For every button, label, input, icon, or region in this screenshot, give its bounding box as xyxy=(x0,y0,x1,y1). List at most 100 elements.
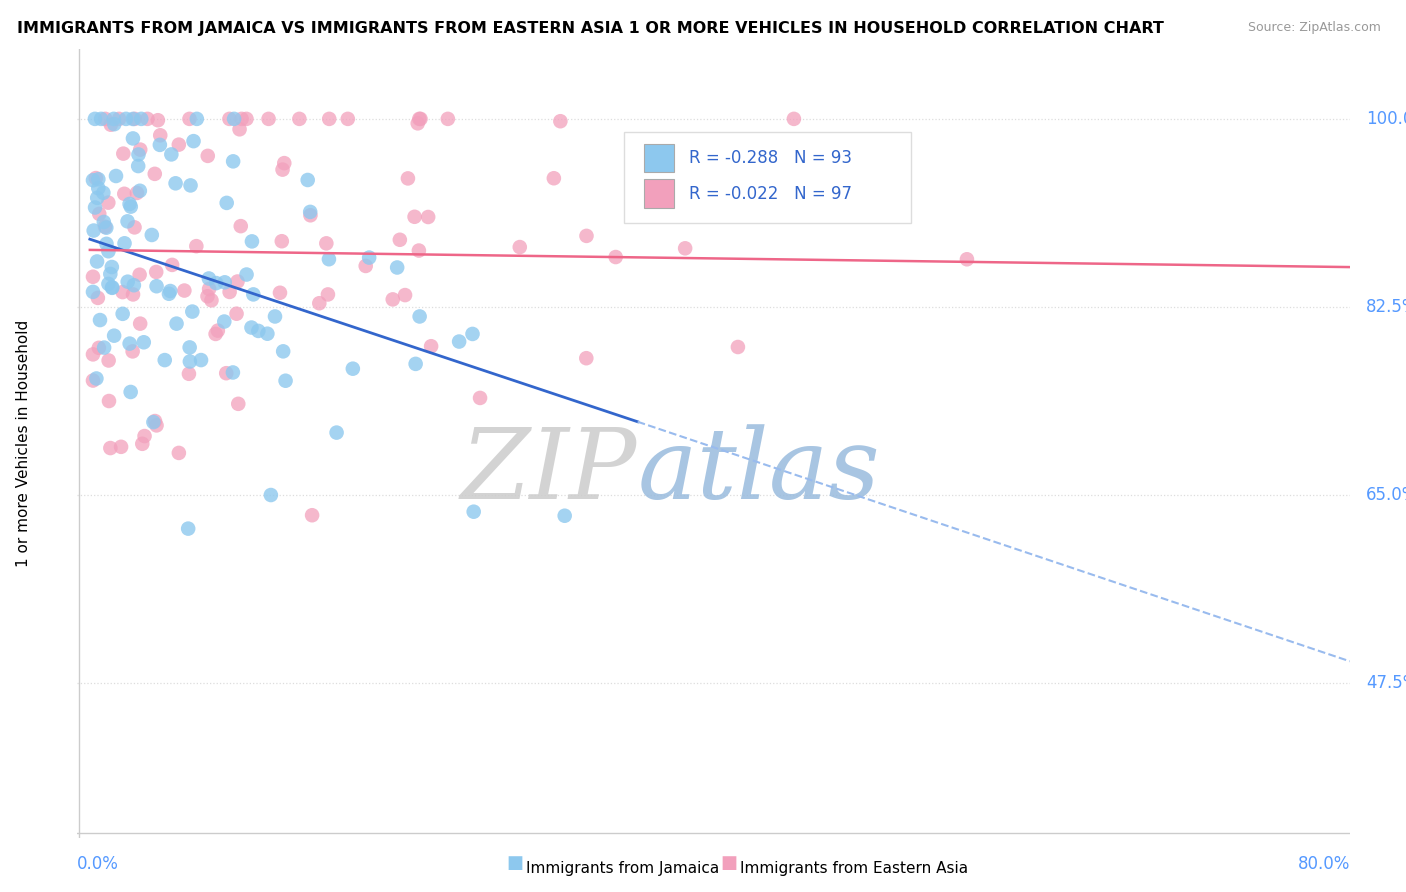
Point xyxy=(763,184,786,198)
Point xyxy=(235,112,257,126)
Point xyxy=(179,354,201,368)
Point xyxy=(93,341,115,355)
Point xyxy=(122,278,145,293)
Point xyxy=(308,296,330,310)
Point xyxy=(96,236,118,251)
Point xyxy=(354,259,377,273)
Point xyxy=(226,397,249,411)
Point xyxy=(260,488,283,502)
Point xyxy=(198,271,221,285)
Point xyxy=(122,287,145,301)
Point xyxy=(108,112,131,126)
Point xyxy=(98,394,121,409)
Point xyxy=(550,114,572,128)
Point xyxy=(409,112,432,126)
Point xyxy=(129,112,152,126)
Point xyxy=(124,112,146,126)
Point xyxy=(449,334,471,349)
Point xyxy=(111,285,134,299)
Point xyxy=(167,446,190,460)
Point xyxy=(509,240,531,254)
FancyBboxPatch shape xyxy=(624,132,911,223)
Point xyxy=(82,347,104,361)
Text: IMMIGRANTS FROM JAMAICA VS IMMIGRANTS FROM EASTERN ASIA 1 OR MORE VEHICLES IN HO: IMMIGRANTS FROM JAMAICA VS IMMIGRANTS FR… xyxy=(17,21,1164,36)
Point xyxy=(271,162,294,177)
Point xyxy=(274,374,297,388)
Point xyxy=(318,112,340,126)
Point xyxy=(114,236,136,251)
Point xyxy=(240,235,263,249)
Point xyxy=(103,112,125,126)
Text: 65.0%: 65.0% xyxy=(1367,486,1406,504)
Point xyxy=(214,275,236,289)
Point xyxy=(207,324,229,338)
Point xyxy=(468,391,491,405)
Point xyxy=(84,201,107,215)
Point xyxy=(128,184,150,198)
Point xyxy=(101,280,124,294)
Point xyxy=(94,219,117,234)
Point xyxy=(463,505,485,519)
Point xyxy=(93,186,115,200)
Point xyxy=(256,326,278,341)
Point xyxy=(157,286,180,301)
Point xyxy=(89,313,111,327)
Point xyxy=(264,310,287,324)
Point xyxy=(103,328,125,343)
Text: 1 or more Vehicles in Household: 1 or more Vehicles in Household xyxy=(17,320,31,567)
Point xyxy=(956,252,979,267)
Point xyxy=(359,251,381,265)
Point xyxy=(394,288,416,302)
Point xyxy=(381,293,404,307)
Point xyxy=(129,143,152,157)
Point xyxy=(84,112,107,126)
Point xyxy=(122,131,145,145)
Text: ■: ■ xyxy=(720,855,737,872)
Point xyxy=(404,210,426,224)
Point xyxy=(143,167,166,181)
Point xyxy=(131,437,153,451)
Point xyxy=(121,344,143,359)
Point xyxy=(87,172,110,186)
Point xyxy=(124,220,146,235)
Point xyxy=(96,220,118,235)
Point xyxy=(420,339,443,353)
Point xyxy=(231,112,253,126)
Point xyxy=(87,341,110,355)
Point xyxy=(315,236,337,251)
Point xyxy=(134,429,156,443)
Point xyxy=(86,254,108,268)
Point xyxy=(125,186,148,200)
Point xyxy=(105,169,128,183)
Text: Source: ZipAtlas.com: Source: ZipAtlas.com xyxy=(1247,21,1381,34)
Point xyxy=(269,285,291,300)
Point xyxy=(396,171,419,186)
Text: atlas: atlas xyxy=(637,424,880,519)
Point xyxy=(86,191,108,205)
Point xyxy=(98,267,121,281)
Point xyxy=(132,335,155,350)
Point xyxy=(181,304,204,318)
Point xyxy=(179,340,201,354)
Point xyxy=(149,128,172,143)
Point xyxy=(288,112,311,126)
Point xyxy=(385,260,408,275)
Point xyxy=(242,287,264,301)
Point xyxy=(183,134,205,148)
Point xyxy=(82,285,104,299)
Point xyxy=(186,112,208,126)
Point xyxy=(727,340,749,354)
Point xyxy=(112,146,135,161)
Text: R = -0.288   N = 93: R = -0.288 N = 93 xyxy=(689,149,852,167)
Text: ■: ■ xyxy=(506,855,523,872)
Point xyxy=(86,371,108,385)
Point xyxy=(437,112,460,126)
Point xyxy=(218,112,240,126)
Point xyxy=(177,367,200,381)
Point xyxy=(98,441,121,455)
Point xyxy=(575,351,598,366)
Point xyxy=(225,307,247,321)
Point xyxy=(136,112,159,126)
Point xyxy=(111,307,134,321)
Point xyxy=(115,112,138,126)
